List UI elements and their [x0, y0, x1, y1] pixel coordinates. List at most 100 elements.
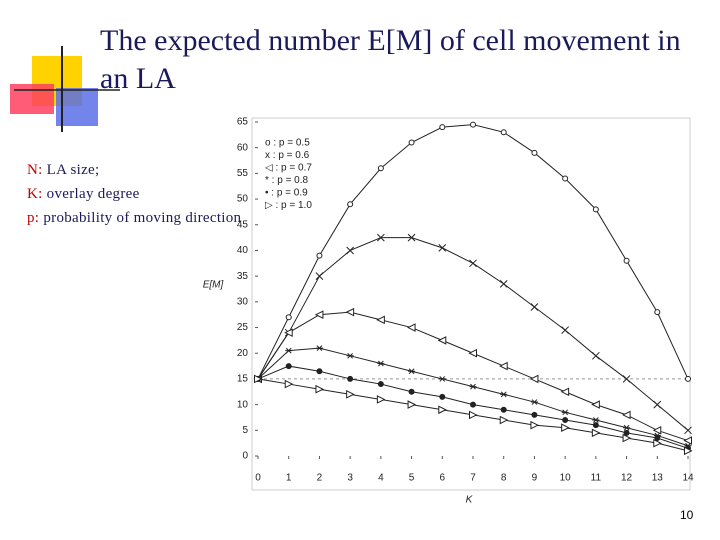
marker: [561, 326, 569, 334]
series-line: [257, 347, 689, 447]
x-tick-label: 10: [560, 473, 572, 484]
marker: [530, 399, 538, 405]
note: N: LA size;: [27, 158, 241, 182]
y-tick-label: 45: [237, 219, 249, 230]
y-tick-label: 5: [242, 425, 248, 436]
marker: [438, 376, 446, 382]
marker: [346, 352, 354, 359]
series-line: [257, 237, 689, 431]
marker: [285, 314, 292, 321]
deco-square: [10, 84, 54, 114]
marker: [623, 257, 630, 264]
marker: [622, 433, 632, 443]
marker: [347, 375, 354, 382]
marker: [408, 388, 415, 395]
note: K: overlay degree: [27, 182, 241, 206]
marker: [560, 387, 570, 397]
x-tick-label: 14: [682, 473, 694, 484]
marker: [499, 415, 509, 425]
x-tick-label: 1: [286, 473, 292, 484]
marker: [469, 383, 477, 390]
marker: [592, 417, 600, 423]
marker: [284, 379, 294, 389]
marker: [531, 411, 538, 418]
marker: [470, 401, 476, 408]
y-tick-label: 50: [237, 194, 249, 205]
legend-label: ▷ : p = 1.0: [265, 200, 312, 211]
marker: [621, 410, 631, 420]
marker: [284, 328, 293, 337]
marker: [500, 406, 507, 413]
marker: [406, 323, 416, 332]
note-key: K:: [27, 186, 43, 202]
y-tick-label: 30: [237, 296, 249, 307]
marker: [622, 375, 631, 383]
legend-label: o : p = 0.5: [265, 138, 310, 149]
x-tick-label: 5: [409, 473, 415, 484]
marker: [623, 429, 630, 436]
marker: [591, 400, 600, 409]
marker: [592, 351, 600, 360]
legend-label: * : p = 0.8: [265, 175, 309, 186]
x-axis-label: K: [466, 495, 474, 506]
marker: [499, 280, 508, 288]
marker: [469, 259, 477, 268]
marker: [346, 390, 355, 399]
y-tick-label: 35: [237, 271, 249, 282]
legend-label: ◁ : p = 0.7: [265, 163, 312, 174]
marker: [437, 336, 447, 345]
note-key: N:: [27, 162, 43, 178]
x-tick-label: 11: [591, 473, 602, 484]
series-line: [257, 124, 689, 380]
marker: [346, 246, 354, 255]
note-key: p:: [27, 210, 40, 226]
marker: [408, 139, 415, 146]
marker: [654, 309, 661, 316]
marker: [376, 395, 386, 404]
plot-frame: [251, 117, 691, 491]
marker: [316, 368, 323, 375]
marker: [377, 360, 385, 367]
marker: [377, 381, 384, 388]
marker: [561, 409, 569, 416]
marker: [438, 244, 447, 252]
marker: [407, 400, 417, 409]
marker: [499, 361, 508, 371]
marker: [315, 345, 323, 351]
note-text: overlay degree: [46, 186, 140, 202]
marker: [254, 374, 263, 384]
x-tick-label: 13: [652, 473, 664, 484]
x-tick-label: 9: [532, 473, 538, 484]
marker: [439, 124, 446, 131]
marker: [408, 368, 416, 375]
marker: [316, 252, 323, 259]
marker: [469, 410, 478, 420]
marker: [529, 374, 539, 384]
marker: [685, 375, 691, 382]
marker: [345, 307, 355, 317]
y-tick-label: 10: [237, 399, 249, 410]
note: p: probability of moving direction: [27, 206, 241, 230]
marker: [438, 405, 447, 415]
marker: [592, 422, 599, 429]
x-tick-label: 7: [470, 473, 476, 484]
marker: [530, 420, 540, 430]
marker: [439, 393, 446, 400]
marker: [591, 428, 601, 438]
marker: [530, 303, 539, 311]
marker: [285, 347, 293, 354]
y-tick-label: 0: [242, 451, 248, 462]
marker: [500, 391, 508, 398]
notes: N: LA size; K: overlay degree p: probabili…: [27, 158, 241, 230]
marker: [470, 121, 476, 128]
marker: [623, 424, 631, 431]
legend-label: x : p = 0.6: [265, 150, 310, 161]
x-tick-label: 6: [440, 473, 446, 484]
marker: [285, 363, 292, 370]
marker: [684, 426, 692, 435]
marker: [653, 400, 662, 409]
marker: [500, 129, 507, 136]
marker: [377, 165, 384, 172]
